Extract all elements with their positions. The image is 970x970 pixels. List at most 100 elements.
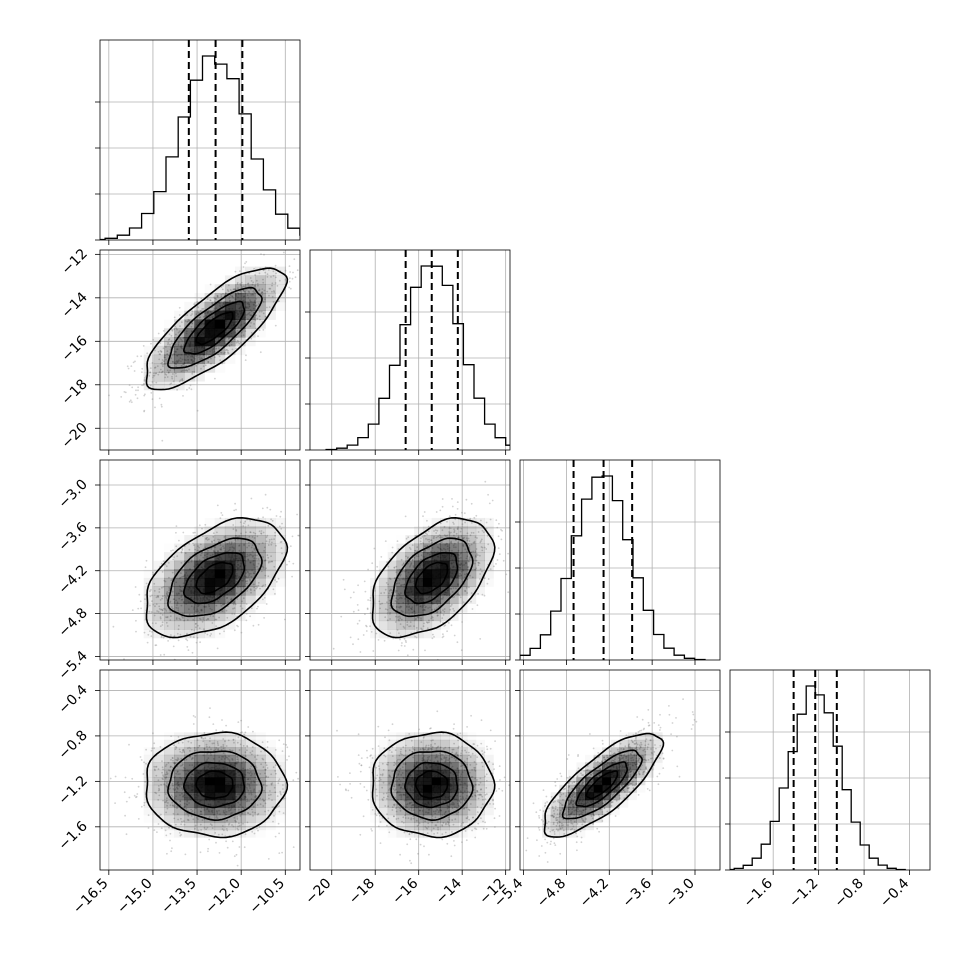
sample-point bbox=[254, 285, 256, 287]
sample-point bbox=[280, 528, 283, 530]
sample-point bbox=[191, 322, 194, 325]
sample-point bbox=[269, 793, 272, 796]
y-tick-label: −14 bbox=[59, 289, 91, 321]
contour-line bbox=[182, 552, 246, 605]
sample-point bbox=[208, 538, 210, 541]
density-cell bbox=[414, 620, 424, 630]
sample-point bbox=[270, 538, 273, 541]
sample-point bbox=[401, 564, 404, 566]
sample-point bbox=[264, 574, 267, 577]
sample-point bbox=[139, 600, 142, 603]
sample-point bbox=[415, 555, 418, 557]
sample-point bbox=[257, 584, 260, 587]
sample-point bbox=[127, 367, 130, 370]
density-cell bbox=[265, 266, 276, 276]
sample-point bbox=[198, 316, 201, 319]
sample-point bbox=[237, 287, 239, 290]
sample-point bbox=[221, 514, 224, 516]
sample-point bbox=[209, 823, 212, 825]
sample-point bbox=[212, 535, 215, 538]
sample-point bbox=[188, 368, 190, 371]
sample-point bbox=[209, 283, 212, 286]
density-cell bbox=[370, 612, 380, 622]
sample-point bbox=[215, 618, 218, 621]
density-cell bbox=[194, 569, 205, 579]
sample-point bbox=[161, 609, 164, 611]
sample-point bbox=[172, 549, 174, 552]
density-cell bbox=[255, 526, 266, 536]
sample-point bbox=[255, 585, 258, 588]
sample-point bbox=[245, 288, 248, 291]
sample-point bbox=[149, 384, 152, 387]
sample-point bbox=[302, 561, 304, 563]
sample-point bbox=[199, 310, 202, 312]
sample-point bbox=[134, 586, 137, 588]
sample-point bbox=[268, 541, 271, 543]
sample-point bbox=[295, 771, 298, 774]
sample-point bbox=[256, 607, 258, 610]
sample-point bbox=[257, 562, 260, 565]
sample-point bbox=[250, 314, 252, 317]
sample-point bbox=[199, 554, 202, 557]
sample-point bbox=[250, 753, 253, 756]
density-cell bbox=[440, 612, 450, 622]
density-cell bbox=[431, 586, 441, 596]
sample-point bbox=[226, 289, 229, 291]
sample-point bbox=[251, 746, 254, 748]
sample-point bbox=[387, 583, 389, 586]
sample-point bbox=[197, 818, 199, 820]
sample-point bbox=[157, 785, 160, 787]
sample-point bbox=[474, 550, 477, 553]
density-cell bbox=[184, 552, 195, 562]
sample-point bbox=[220, 547, 223, 549]
sample-point bbox=[164, 801, 166, 804]
sample-point bbox=[167, 338, 170, 341]
sample-point bbox=[275, 272, 277, 275]
sample-point bbox=[237, 825, 240, 828]
sample-point bbox=[342, 578, 345, 581]
sample-point bbox=[386, 601, 388, 604]
sample-point bbox=[171, 377, 174, 380]
sample-point bbox=[291, 277, 294, 280]
sample-point bbox=[278, 739, 281, 742]
sample-point bbox=[149, 590, 151, 593]
sample-point bbox=[481, 529, 484, 532]
sample-point bbox=[262, 805, 265, 807]
sample-point bbox=[286, 759, 288, 761]
sample-point bbox=[233, 542, 236, 544]
sample-point bbox=[193, 370, 196, 373]
sample-point bbox=[263, 546, 266, 549]
sample-point bbox=[410, 562, 413, 564]
sample-point bbox=[442, 633, 444, 636]
density-cell bbox=[204, 569, 216, 579]
sample-point bbox=[177, 639, 180, 642]
sample-point bbox=[153, 590, 156, 592]
sample-point bbox=[172, 804, 174, 806]
sample-point bbox=[234, 270, 237, 273]
density-cell bbox=[245, 560, 256, 570]
sample-point bbox=[181, 820, 183, 823]
density-cell bbox=[245, 328, 256, 338]
sample-point bbox=[264, 768, 266, 771]
sample-point bbox=[161, 359, 164, 361]
sample-point bbox=[414, 549, 417, 552]
density-cell bbox=[224, 577, 236, 587]
sample-point bbox=[129, 399, 132, 402]
sample-point bbox=[224, 740, 226, 743]
sample-point bbox=[176, 805, 179, 808]
sample-point bbox=[171, 796, 174, 798]
sample-point bbox=[191, 313, 194, 315]
sample-point bbox=[296, 269, 299, 272]
density-cell bbox=[414, 612, 424, 622]
sample-point bbox=[265, 536, 268, 539]
sample-point bbox=[228, 759, 231, 761]
sample-point bbox=[151, 600, 153, 602]
sample-point bbox=[180, 551, 183, 553]
density-cell bbox=[214, 620, 226, 630]
sample-point bbox=[367, 568, 369, 571]
density-cell bbox=[174, 345, 185, 356]
sample-point bbox=[464, 521, 466, 524]
sample-point bbox=[234, 539, 237, 541]
sample-point bbox=[258, 315, 261, 318]
sample-point bbox=[164, 608, 167, 610]
